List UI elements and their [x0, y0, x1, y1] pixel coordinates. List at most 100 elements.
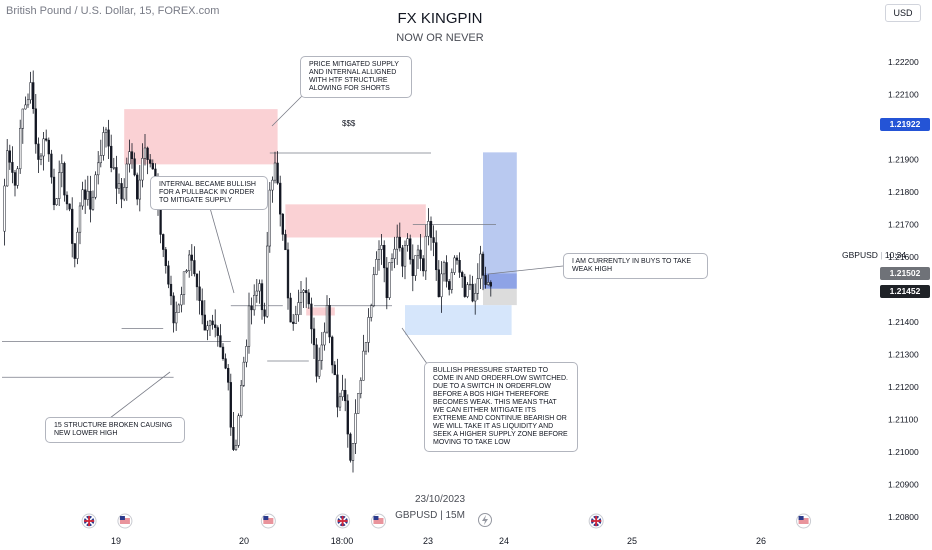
- candle-body-51: [133, 158, 136, 176]
- zone-long_target-4: [483, 152, 517, 274]
- candle-body-43: [112, 167, 115, 169]
- candle-body-178: [463, 276, 466, 297]
- candle-body-125: [325, 305, 329, 333]
- candle-body-63: [164, 249, 167, 266]
- candle-body-18: [47, 139, 50, 155]
- candle-body-57: [149, 159, 152, 164]
- candle-body-157: [409, 238, 412, 260]
- candle-body-165: [429, 221, 433, 238]
- candle-body-115: [299, 292, 303, 303]
- leader-structure: [109, 371, 171, 419]
- y-tick-label-14: 1.20800: [888, 512, 919, 522]
- candle-body-34: [89, 190, 92, 210]
- candle-body-56: [146, 147, 149, 160]
- candle-body-182: [474, 293, 477, 302]
- candle-body-36: [94, 174, 97, 198]
- candle-body-186: [484, 275, 487, 285]
- footer-symbol: GBPUSD | 15M: [395, 510, 465, 521]
- annotation-internal[interactable]: INTERNAL BECAME BULLISH FOR A PULLBACK I…: [150, 176, 268, 210]
- y-tick-label-9: 1.21300: [888, 350, 919, 360]
- currency-button[interactable]: USD: [885, 4, 921, 22]
- candle-body-30: [78, 205, 82, 233]
- candle-body-28: [73, 243, 76, 259]
- candle-body-50: [130, 151, 134, 160]
- x-tick-label-4: 24: [499, 536, 509, 546]
- candle-body-86: [224, 358, 227, 369]
- candle-body-147: [383, 245, 386, 269]
- candle-body-88: [229, 382, 232, 428]
- candle-body-180: [468, 283, 472, 286]
- candle-body-118: [307, 292, 310, 305]
- candle-body-9: [24, 104, 27, 110]
- candle-body-183: [476, 278, 479, 294]
- candles-layer: [3, 70, 492, 473]
- candle-body-99: [258, 283, 261, 292]
- candle-body-82: [214, 324, 217, 328]
- candle-body-31: [81, 189, 84, 207]
- candle-body-91: [237, 415, 240, 446]
- candle-body-44: [115, 167, 118, 189]
- candle-body-167: [435, 242, 438, 271]
- candle-body-25: [65, 194, 69, 205]
- zone-long_stop-6: [483, 288, 517, 306]
- symbol-label: GBPUSD | 10:34: [842, 250, 906, 260]
- y-tick-label-8: 1.21400: [888, 317, 919, 327]
- candle-body-27: [71, 208, 74, 244]
- candle-body-161: [419, 249, 422, 259]
- candle-body-54: [141, 158, 144, 181]
- leader-supply: [271, 92, 306, 127]
- annotation-current[interactable]: I AM CURRENTLY IN BUYS TO TAKE WEAK HIGH: [563, 253, 708, 279]
- zones-layer: [124, 109, 517, 335]
- candle-body-122: [318, 360, 321, 377]
- candle-body-179: [466, 284, 469, 297]
- candle-body-123: [320, 344, 323, 361]
- candle-body-14: [37, 143, 40, 160]
- candle-body-185: [481, 253, 485, 276]
- candle-body-101: [263, 309, 266, 317]
- candle-body-77: [201, 300, 204, 316]
- candle-body-166: [432, 237, 435, 243]
- candle-body-129: [336, 374, 339, 408]
- candle-body-168: [437, 269, 440, 298]
- candle-body-89: [232, 427, 235, 450]
- candle-body-162: [422, 258, 425, 272]
- candle-body-138: [359, 380, 362, 394]
- y-tick-label-12: 1.21000: [888, 447, 919, 457]
- candle-body-126: [328, 305, 331, 338]
- event-icons[interactable]: [81, 513, 812, 529]
- candle-body-174: [453, 257, 456, 273]
- candle-body-67: [175, 312, 178, 324]
- annotation-supply[interactable]: PRICE MITIGATED SUPPLY AND INTERNAL ALLI…: [300, 56, 412, 98]
- candle-body-66: [172, 295, 175, 324]
- candle-body-134: [349, 433, 352, 461]
- candle-body-172: [448, 281, 451, 290]
- candle-body-156: [406, 238, 409, 246]
- candle-body-70: [182, 271, 186, 295]
- candle-body-114: [297, 302, 300, 316]
- x-tick-label-3: 23: [423, 536, 433, 546]
- candle-body-7: [19, 128, 22, 170]
- zone-demand-3: [405, 305, 512, 335]
- candle-body-55: [143, 147, 147, 159]
- candle-body-5: [13, 172, 17, 186]
- flag-us-canton-4: [373, 516, 379, 520]
- annotation-structure[interactable]: 15 STRUCTURE BROKEN CAUSING NEW LOWER HI…: [45, 417, 185, 443]
- candle-body-76: [198, 286, 201, 301]
- time-axis[interactable]: 19 20 18:00 23 24 25 26: [111, 536, 766, 546]
- candle-body-141: [367, 317, 370, 343]
- candle-body-173: [450, 272, 453, 290]
- candle-body-140: [364, 342, 368, 352]
- candle-body-149: [388, 262, 391, 298]
- y-tick-label-6: 1.21600: [888, 252, 919, 262]
- candle-body-154: [401, 247, 404, 267]
- x-tick-label-6: 26: [756, 536, 766, 546]
- candle-body-47: [123, 187, 126, 200]
- candle-body-65: [169, 283, 173, 297]
- candle-body-13: [34, 108, 37, 145]
- candle-body-95: [247, 305, 251, 347]
- candle-body-17: [45, 138, 48, 141]
- candle-body-130: [338, 396, 342, 408]
- annotation-bullish[interactable]: BULLISH PRESSURE STARTED TO COME IN AND …: [424, 362, 578, 452]
- candle-body-80: [208, 320, 212, 327]
